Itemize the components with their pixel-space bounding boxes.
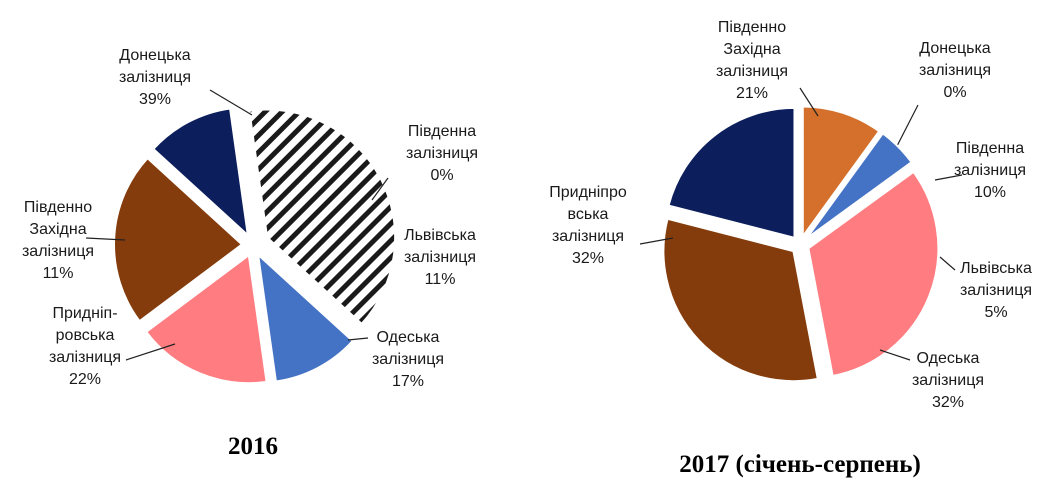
data-label-pivdenna: Південна залізниця 0% <box>406 123 478 184</box>
pie-slice-odeska <box>144 253 268 385</box>
data-label-odeska: Одеська залізниця 32% <box>912 350 984 411</box>
leader-line-prydniprovska <box>125 343 176 361</box>
leader-line-odeska <box>879 349 911 361</box>
pie-slice-pivdenno-zakhidna <box>667 106 796 240</box>
leader-line-pivdenno-zakhidna <box>799 87 819 117</box>
data-label-odeska: Одеська залізниця 17% <box>372 329 444 390</box>
pie-chart-2017: Донецька залізниця 0% Південна залізниця 10% Л… <box>549 19 1032 411</box>
pie-chart-2016: Донецька залізниця 39% Південна залізниця 0% Л… <box>22 47 478 390</box>
pie-slice-odeska <box>807 170 940 378</box>
leader-line-pivdenna <box>934 174 963 181</box>
data-label-prydniprovska: Придніп-ровська залізниця 22% <box>49 305 121 388</box>
chart-title-2016: 2016 <box>228 433 278 460</box>
leader-line-donetska <box>895 104 919 149</box>
data-label-pivdenna: Південна залізниця 10% <box>954 140 1026 201</box>
pie-slice-pivdenno-zakhidna <box>151 107 250 238</box>
data-label-pivdenno-zakhidna: Південно Західна залізниця 21% <box>716 19 788 102</box>
data-label-donetska: Донецька залізниця 39% <box>119 47 191 108</box>
data-label-pivdenno-zakhidna: Південно Західна залізниця 11% <box>22 199 94 282</box>
data-label-lvivska: Львівська залізниця 5% <box>960 260 1032 321</box>
pie-slice-prydniprovska <box>113 156 244 323</box>
leader-line-pivdenno-zakhidna <box>85 237 126 241</box>
leader-line-pivdenna <box>371 177 389 201</box>
pie-slice-pivdenna <box>801 105 881 240</box>
leader-line-prydniprovska <box>639 237 674 245</box>
pie-slice-lvivska <box>805 132 913 240</box>
data-label-lvivska: Львівська залізниця 11% <box>404 227 476 288</box>
pie-slice-donetska <box>248 108 397 326</box>
leader-line-odeska <box>347 337 369 341</box>
data-label-donetska: Донецька залізниця 0% <box>919 40 991 101</box>
data-label-prydniprovska: Придніпро вська залізниця 32% <box>549 184 627 267</box>
chart-title-2017: 2017 (січень-серпень) <box>679 451 921 478</box>
pie-slice-prydniprovska <box>662 217 819 383</box>
pie-slice-lvivska <box>256 252 355 383</box>
leader-line-lvivska <box>939 256 956 271</box>
leader-line-donetska <box>209 89 253 116</box>
